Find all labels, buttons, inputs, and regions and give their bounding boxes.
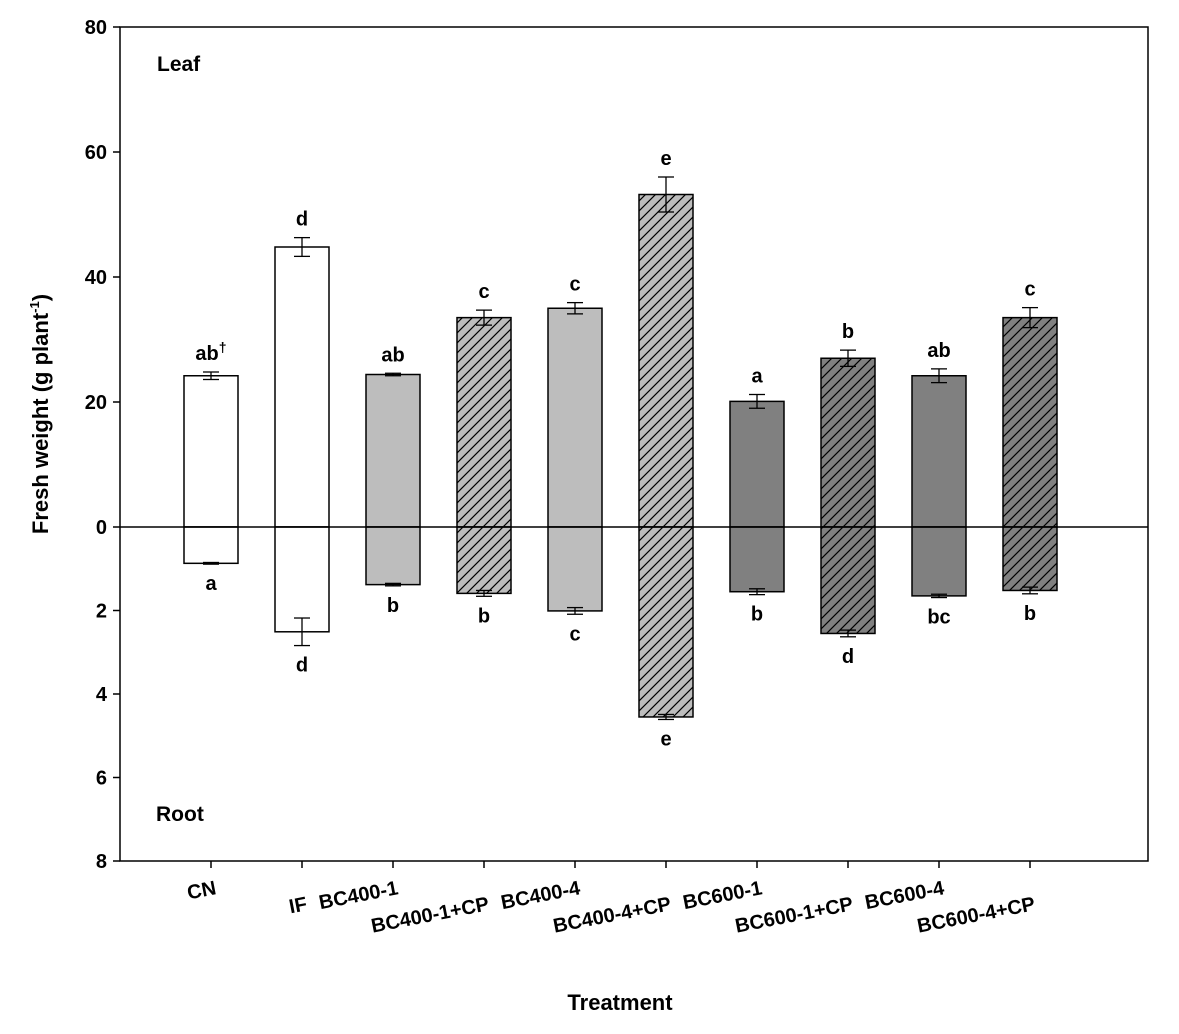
y-tick-label-leaf: 20: [85, 392, 107, 414]
leaf-bar-hatch: [821, 358, 875, 527]
x-category-label: CN: [185, 877, 218, 904]
root-significance-letter: b: [478, 605, 490, 627]
leaf-significance-letter: ab: [927, 340, 950, 362]
leaf-bar: [548, 308, 602, 527]
leaf-significance-letter: d: [296, 209, 308, 231]
y-axis-title: Fresh weight (g plant-1): [27, 294, 53, 534]
leaf-significance-letter: ab†: [195, 339, 226, 365]
leaf-bar: [275, 247, 329, 527]
y-tick-label-root: 8: [96, 851, 107, 873]
x-category-label: IF: [287, 893, 309, 918]
root-significance-letter: b: [1024, 603, 1036, 625]
footnote-mark: †: [219, 339, 227, 355]
leaf-bar: [184, 375, 238, 527]
root-panel-label: Root: [156, 803, 204, 826]
leaf-bar: [912, 375, 966, 527]
x-category-label: BC600-4: [863, 877, 947, 914]
root-bar-hatch: [821, 527, 875, 634]
y-tick-label-leaf: 40: [85, 267, 107, 289]
leaf-significance-letter: b: [842, 321, 854, 343]
root-significance-letter: b: [751, 604, 763, 626]
root-bar: [912, 527, 966, 596]
y-tick-label-leaf: 80: [85, 17, 107, 39]
root-bar: [275, 527, 329, 632]
y-tick-label-root: 6: [96, 768, 107, 790]
y-tick-label-root: 2: [96, 601, 107, 623]
y-tick-label-leaf: 60: [85, 142, 107, 164]
y-tick-label-root: 4: [96, 684, 108, 706]
root-bar: [366, 527, 420, 585]
leaf-significance-letter: c: [1024, 279, 1035, 301]
leaf-significance-letter: ab: [381, 344, 404, 366]
leaf-bar-hatch: [457, 317, 511, 527]
x-category-label: BC600-1: [681, 877, 764, 914]
leaf-significance-letter: e: [660, 148, 671, 170]
root-significance-letter: a: [205, 573, 217, 595]
root-bar-hatch: [457, 527, 511, 594]
y-tick-label-leaf: 0: [96, 517, 107, 539]
root-significance-letter: c: [569, 623, 580, 645]
root-bar-hatch: [639, 527, 693, 717]
root-bar-hatch: [1003, 527, 1057, 591]
leaf-bar: [730, 401, 784, 527]
root-significance-letter: bc: [927, 607, 950, 629]
leaf-bar: [366, 374, 420, 527]
root-bar: [548, 527, 602, 611]
x-category-label: BC400-4: [499, 877, 583, 914]
leaf-significance-letter: c: [478, 281, 489, 303]
x-category-label: BC400-1: [317, 877, 400, 914]
plot-frame: [119, 26, 1149, 862]
leaf-bar-hatch: [1003, 317, 1057, 527]
root-bar: [730, 527, 784, 592]
root-bar: [184, 527, 238, 564]
root-significance-letter: d: [842, 646, 854, 668]
leaf-significance-letter: a: [751, 366, 763, 388]
root-significance-letter: e: [660, 728, 671, 750]
root-significance-letter: b: [387, 595, 399, 617]
root-significance-letter: d: [296, 655, 308, 677]
leaf-significance-letter: c: [569, 274, 580, 296]
leaf-bar-hatch: [639, 194, 693, 527]
leaf-panel-label: Leaf: [157, 53, 201, 76]
x-axis-title: Treatment: [567, 990, 673, 1015]
